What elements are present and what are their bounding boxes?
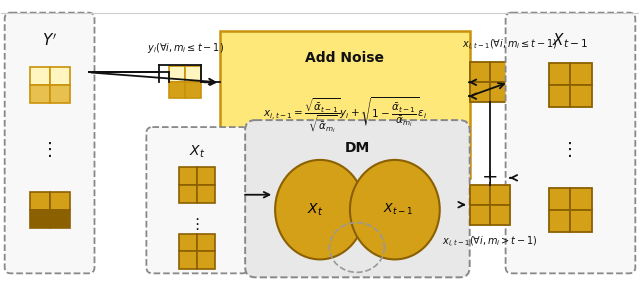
Text: Add Noise: Add Noise [305,51,385,65]
Bar [490,82,509,102]
Bar [179,185,197,203]
Bar [179,252,197,269]
Bar [490,205,509,224]
Bar [490,62,509,82]
Text: $Y^{\prime}$: $Y^{\prime}$ [42,32,57,49]
Bar [220,30,470,178]
Bar [179,233,197,252]
Bar [197,252,215,269]
Bar [470,205,490,224]
Text: $+$: $+$ [481,168,498,187]
Text: ⋮: ⋮ [189,217,205,232]
Bar [197,185,215,203]
Bar [570,85,593,107]
Text: ⋮: ⋮ [561,141,579,159]
Bar [29,210,49,228]
Bar [470,62,490,82]
FancyBboxPatch shape [4,13,95,273]
Bar [186,82,201,98]
Text: $X_{t-1}$: $X_{t-1}$ [383,202,413,217]
Bar [29,85,49,103]
Text: ⋮: ⋮ [40,141,59,159]
Text: $y_i(\forall i, m_i \leq t-1)$: $y_i(\forall i, m_i \leq t-1)$ [147,41,224,56]
Bar [29,67,49,85]
Bar [548,188,570,210]
Text: DM: DM [344,141,369,155]
Bar [49,67,70,85]
Bar [570,210,593,232]
Text: $X_t$: $X_t$ [307,201,323,218]
Bar [186,66,201,82]
FancyBboxPatch shape [147,127,248,273]
Text: $X_t$: $X_t$ [189,144,205,160]
Ellipse shape [275,160,365,259]
Bar [170,66,186,82]
Bar [197,167,215,185]
Bar [470,185,490,205]
Bar [548,63,570,85]
Bar [170,82,186,98]
Bar [490,185,509,205]
Bar [29,192,49,210]
Bar [49,192,70,210]
Bar [179,167,197,185]
Text: $x_{i,t-1} = \dfrac{\sqrt{\bar{\alpha}_{t-1}}}{\sqrt{\bar{\alpha}_{m_i}}} y_i + : $x_{i,t-1} = \dfrac{\sqrt{\bar{\alpha}_{… [263,95,427,135]
Bar [548,210,570,232]
FancyBboxPatch shape [245,120,470,277]
Bar [49,210,70,228]
Text: $x_{i,t-1}(\forall i, m_i > t-1)$: $x_{i,t-1}(\forall i, m_i > t-1)$ [442,235,538,250]
Text: $x_{i,t-1}(\forall i, m_i \leq t-1)$: $x_{i,t-1}(\forall i, m_i \leq t-1)$ [461,38,557,53]
Bar [49,85,70,103]
FancyBboxPatch shape [506,13,636,273]
Bar [470,82,490,102]
Bar [570,188,593,210]
Ellipse shape [350,160,440,259]
Bar [548,85,570,107]
Text: $X_{t-1}$: $X_{t-1}$ [552,31,589,50]
Bar [570,63,593,85]
Bar [197,233,215,252]
